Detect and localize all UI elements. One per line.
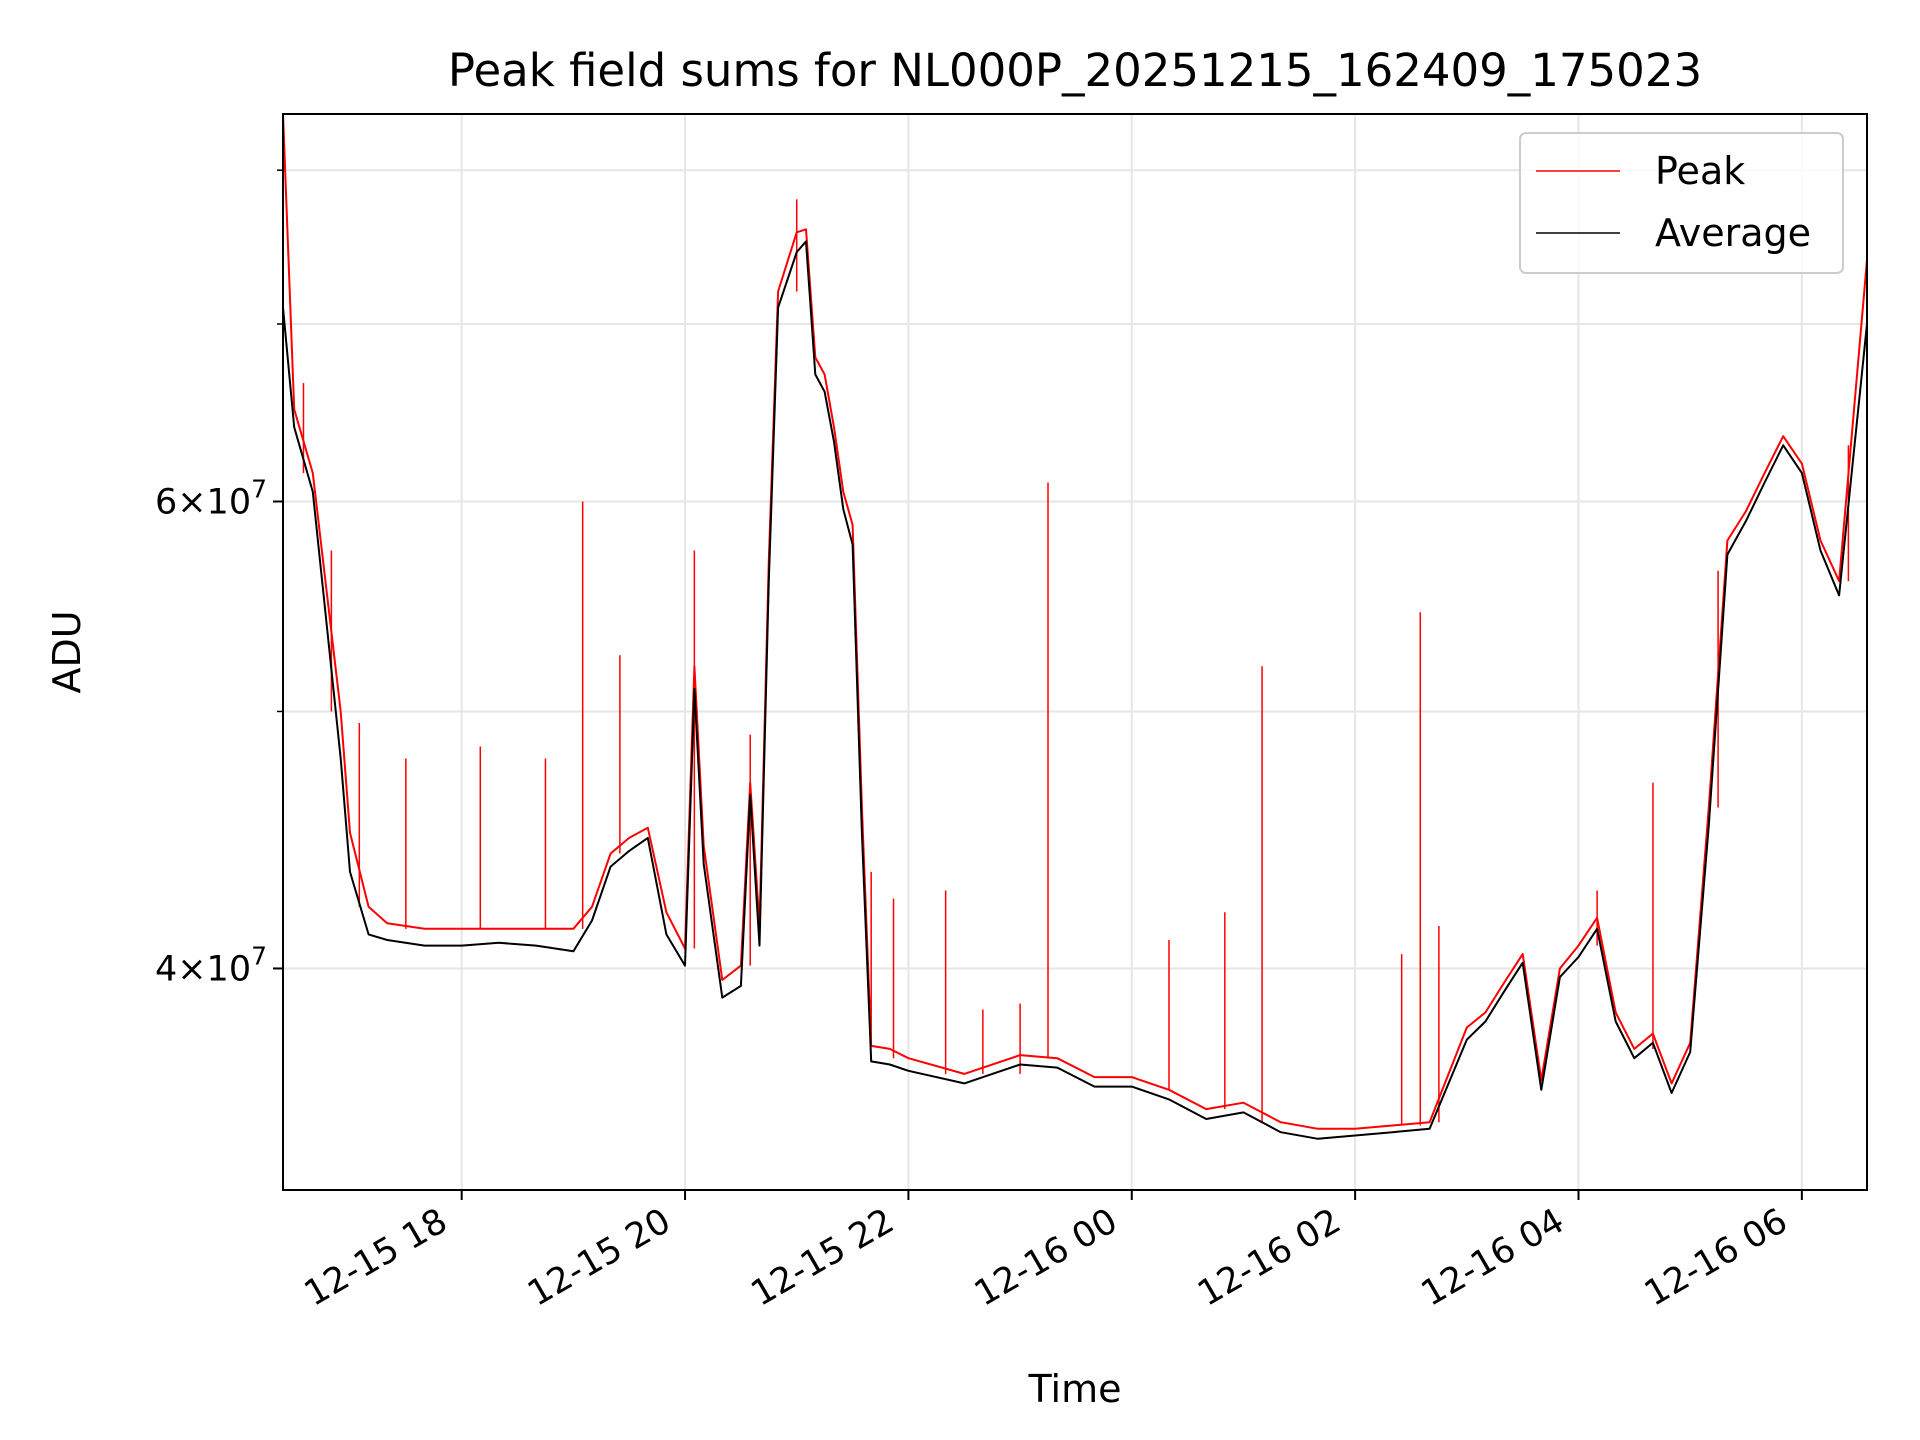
chart-title: Peak field sums for NL000P_20251215_1624… [448, 44, 1702, 97]
legend: Peak Average [1519, 132, 1844, 274]
series-line-peak [282, 113, 1868, 1130]
x-axis-label: Time [1028, 1367, 1122, 1411]
legend-label-peak: Peak [1655, 149, 1745, 193]
axes-frame [282, 113, 1868, 1191]
y-axis-label: ADU [45, 610, 89, 693]
y-tick-label: 4×107 [155, 941, 267, 989]
plot-area [282, 113, 1868, 1140]
y-tick-label: 6×107 [155, 474, 267, 522]
legend-box [1519, 132, 1844, 274]
series-line-average [282, 240, 1868, 1140]
legend-label-average: Average [1655, 211, 1811, 255]
